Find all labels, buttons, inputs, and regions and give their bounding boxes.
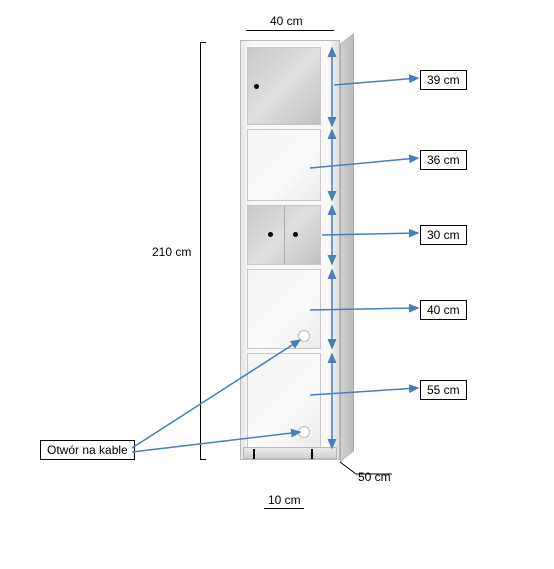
dim-line-width-top bbox=[246, 30, 334, 31]
base-gap-right bbox=[311, 449, 313, 459]
cable-hole-lower bbox=[298, 426, 310, 438]
base-gap-left bbox=[253, 449, 255, 459]
cabinet-body bbox=[240, 40, 340, 460]
dim-section-4: 40 cm bbox=[420, 300, 467, 320]
dim-line-base-front bbox=[264, 508, 304, 509]
section-open-4 bbox=[247, 269, 321, 349]
cable-hole-upper bbox=[298, 330, 310, 342]
dim-section-5: 55 cm bbox=[420, 380, 467, 400]
dim-section-3: 30 cm bbox=[420, 225, 467, 245]
dim-height-total: 210 cm bbox=[152, 245, 191, 259]
label-cable-hole: Otwór na kable bbox=[40, 440, 135, 460]
cabinet-base bbox=[243, 447, 337, 459]
cabinet-side-panel bbox=[340, 33, 354, 462]
door-divider bbox=[284, 206, 285, 264]
section-open-2 bbox=[247, 129, 321, 201]
section-double-door bbox=[247, 205, 321, 265]
door-knob-right-icon bbox=[293, 232, 298, 237]
dim-section-2: 36 cm bbox=[420, 150, 467, 170]
section-top-door bbox=[247, 47, 321, 125]
dim-depth: 50 cm bbox=[358, 470, 391, 484]
door-knob-icon bbox=[254, 84, 259, 89]
cabinet bbox=[240, 40, 340, 470]
dim-bracket-height bbox=[200, 42, 201, 460]
dim-width-top: 40 cm bbox=[270, 14, 303, 28]
dim-section-1: 39 cm bbox=[420, 70, 467, 90]
door-knob-left-icon bbox=[268, 232, 273, 237]
section-open-5 bbox=[247, 353, 321, 449]
dim-base-front: 10 cm bbox=[268, 493, 301, 507]
